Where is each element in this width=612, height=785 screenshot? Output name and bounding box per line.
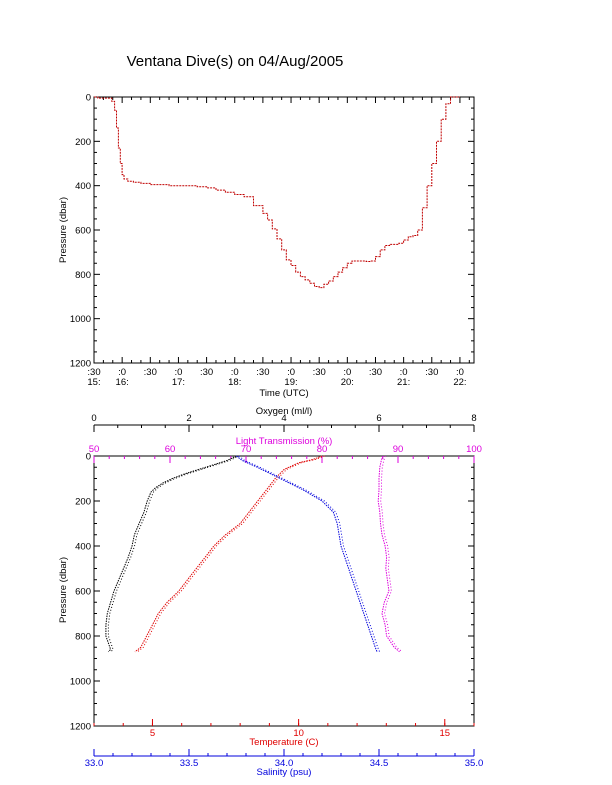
x-tick-label: :30 [256,367,269,378]
x-tick-label: :30 [313,367,326,378]
salinity-tick-label: 33.0 [85,758,104,769]
x-tick-label-hour: 18: [228,377,241,388]
salinity-axis: 33.033.534.034.535.0 [85,749,484,769]
y-tick-label: 200 [75,497,91,508]
x-tick-label-hour: 19: [284,377,297,388]
light-tick-label: 60 [165,444,176,455]
salinity-tick-label: 35.0 [465,758,484,769]
light-profile-line [381,456,402,652]
salinity-axis-label: Salinity (psu) [257,767,312,778]
light-tick-label: 50 [89,444,100,455]
dive-profile-y-axis-label: Pressure (dbar) [58,197,69,263]
y-tick-label: 600 [75,226,91,237]
x-tick-label: :30 [369,367,382,378]
ctd-profile-chart: 020040060080010001200 02468 Oxygen (ml/l… [58,406,483,778]
ctd-profile-y-axis-label: Pressure (dbar) [58,557,69,623]
x-tick-label-hour: 15: [87,377,100,388]
y-tick-label: 1000 [70,314,91,325]
temperature-axis-label: Temperature (C) [249,737,318,748]
oxygen-tick-label: 8 [471,413,476,424]
y-tick-label: 600 [75,587,91,598]
dive-profile-chart: :3015::016::30:017::30:018::30:019::30:0… [58,93,474,400]
y-tick-label: 0 [86,93,91,104]
dive-depth-trace [94,97,460,288]
y-tick-label: 800 [75,632,91,643]
dive-profile-x-ticks: :3015::016::30:017::30:018::30:019::30:0… [87,97,469,388]
temperature-tick-label: 5 [150,728,155,739]
figure-title: Ventana Dive(s) on 04/Aug/2005 [127,53,344,70]
temperature-profile-line [137,456,324,652]
oxygen-tick-label: 6 [376,413,381,424]
y-tick-label: 400 [75,181,91,192]
light-transmission-axis-label: Light Transmission (%) [236,436,333,447]
y-tick-label: 1200 [70,722,91,733]
oxygen-profile-line [106,456,237,652]
y-tick-label: 1000 [70,677,91,688]
temperature-tick-label: 15 [439,728,450,739]
x-tick-label-hour: 16: [116,377,129,388]
salinity-tick-label: 34.5 [370,758,389,769]
x-tick-label-hour: 21: [397,377,410,388]
x-tick-label: :30 [425,367,438,378]
salinity-tick-label: 33.5 [180,758,199,769]
dive-profile-plot-frame [94,97,474,363]
y-tick-label: 400 [75,542,91,553]
temperature-axis: 51015 [94,719,474,739]
x-tick-label-hour: 22: [453,377,466,388]
oxygen-profile-line [108,456,239,652]
x-tick-label-hour: 17: [172,377,185,388]
light-tick-label: 90 [393,444,404,455]
salinity-profile-line [239,456,380,652]
x-tick-label-hour: 20: [341,377,354,388]
y-tick-label: 200 [75,137,91,148]
x-tick-label: :30 [200,367,213,378]
ctd-profile-y-ticks: 020040060080010001200 [70,452,474,733]
y-tick-label: 800 [75,270,91,281]
y-tick-label: 1200 [70,359,91,370]
light-tick-label: 100 [466,444,482,455]
oxygen-tick-label: 0 [91,413,96,424]
dive-profile-y-ticks: 0 200 400 600 800 1000 1200 [70,93,474,370]
dive-profile-x-axis-label: Time (UTC) [259,388,308,399]
oxygen-axis-label: Oxygen (ml/l) [256,406,312,417]
ctd-profile-series [106,456,402,652]
ctd-profile-plot-frame [94,456,474,726]
x-tick-label: :30 [144,367,157,378]
salinity-profile-line [237,456,378,652]
temperature-profile-line [135,456,322,652]
oxygen-tick-label: 2 [186,413,191,424]
